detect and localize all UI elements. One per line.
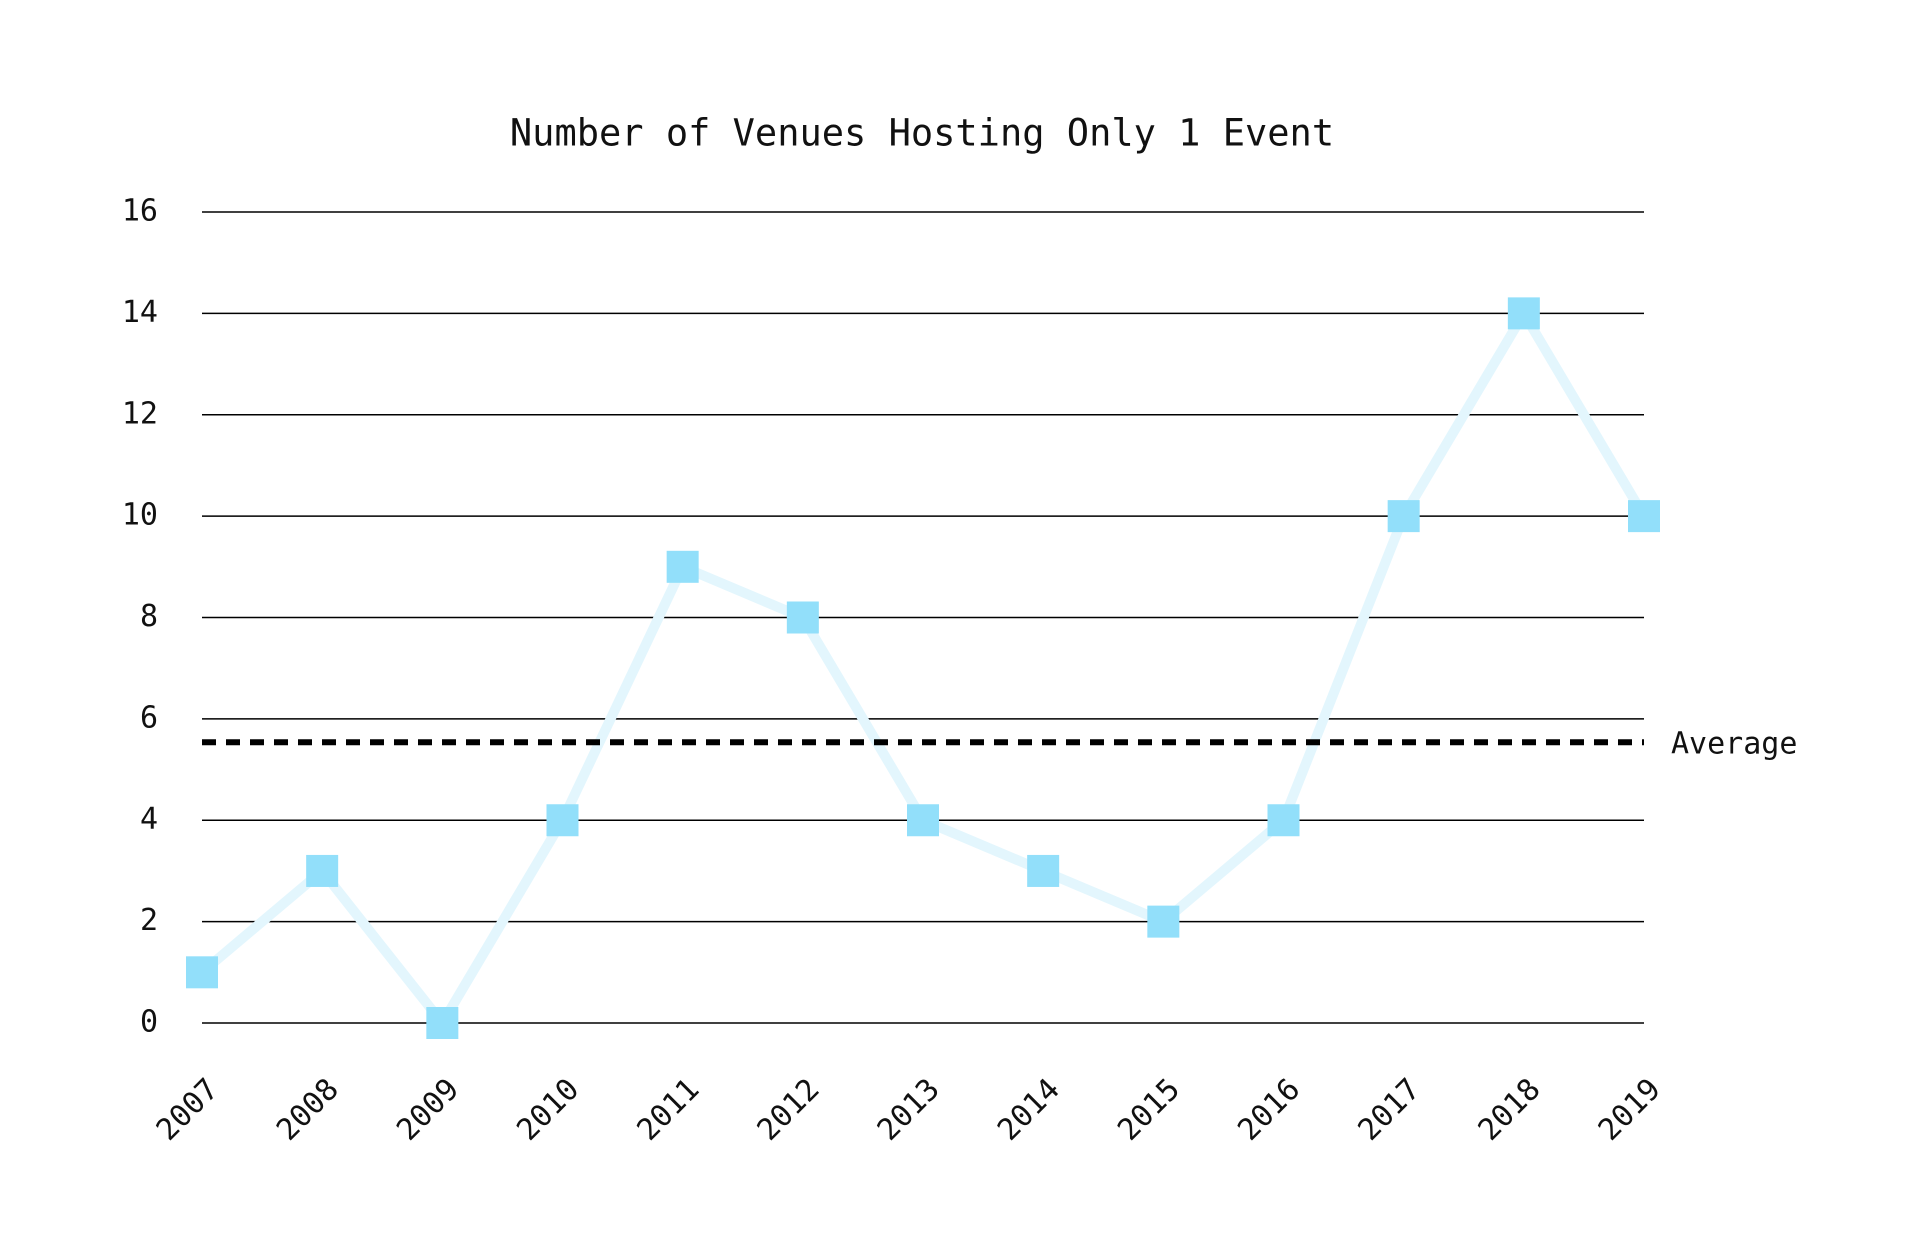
point-marker [426,1007,459,1039]
x-tick-label: 2012 [751,1072,827,1148]
y-tick-label: 10 [122,498,158,533]
x-tick-label: 2007 [150,1072,226,1148]
x-tick-label: 2015 [1111,1072,1187,1148]
x-tick-label: 2011 [630,1072,706,1148]
y-tick-label: 14 [122,295,158,330]
x-tick-label: 2017 [1351,1072,1427,1148]
y-tick-label: 8 [140,599,158,634]
point-marker [546,804,579,837]
y-tick-label: 6 [140,700,158,735]
x-tick-label: 2016 [1231,1072,1307,1148]
point-marker [1147,905,1180,938]
point-marker [306,854,339,887]
average-label: Average [1671,727,1797,762]
y-tick-label: 0 [140,1005,158,1040]
chart-title: Number of Venues Hosting Only 1 Event [510,112,1334,155]
point-marker [186,956,218,989]
point-marker [1507,297,1540,330]
x-tick-label: 2014 [991,1072,1067,1148]
x-tick-label: 2013 [871,1072,947,1148]
x-tick-label: 2009 [390,1072,466,1148]
series-line [198,308,1649,1028]
point-marker [1628,500,1660,533]
x-tick-label: 2018 [1472,1072,1548,1148]
point-marker [1267,804,1300,837]
x-tick-label: 2010 [510,1072,586,1148]
y-tick-label: 16 [122,194,158,229]
y-tick-label: 12 [122,396,158,431]
point-marker [1387,500,1420,533]
y-tick-label: 4 [140,802,158,837]
x-tick-label: 2008 [270,1072,346,1148]
point-marker [666,550,699,583]
x-tick-label: 2019 [1592,1072,1668,1148]
point-marker [907,804,939,837]
y-tick-label: 2 [140,903,158,938]
point-marker [786,601,819,634]
point-marker [1027,854,1060,887]
